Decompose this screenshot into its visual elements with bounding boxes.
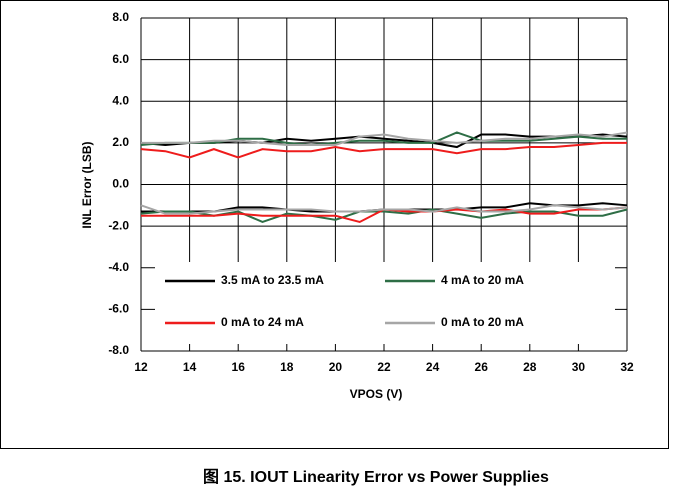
legend-box [155,262,615,344]
y-tick-label: 0.0 [112,177,129,191]
legend-label: 0 mA to 24 mA [221,315,304,329]
x-tick-label: 20 [329,360,343,374]
legend-label: 0 mA to 20 mA [441,315,524,329]
y-tick-label: -6.0 [108,302,129,316]
y-tick-label: 4.0 [112,93,129,107]
x-tick-label: 28 [523,360,537,374]
caption: 图 15. IOUT Linearity Error vs Power Supp… [203,468,549,486]
series-line [141,131,628,146]
frame [0,0,669,449]
series-line [140,204,628,215]
legend-label: 3.5 mA to 23.5 mA [221,273,324,287]
x-tick-label: 26 [475,360,489,374]
x-tick-label: 30 [572,360,586,374]
x-tick-label: 18 [280,360,294,374]
y-axis-label: INL Error (LSB) [80,141,94,228]
y-tick-label: -4.0 [108,260,129,274]
y-tick-label: 2.0 [112,135,129,149]
x-tick-label: 14 [183,360,197,374]
x-axis-label: VPOS (V) [350,387,403,401]
series-line [140,141,627,159]
x-tick-label: 16 [232,360,246,374]
legend-label: 4 mA to 20 mA [441,273,524,287]
x-tick-label: 32 [620,360,634,374]
x-tick-label: 12 [134,360,148,374]
y-tick-label: 8.0 [112,10,129,24]
y-tick-label: -2.0 [108,218,129,232]
y-tick-label: -8.0 [108,343,129,357]
x-tick-label: 24 [426,360,440,374]
y-tick-label: 6.0 [112,52,129,66]
x-tick-label: 22 [377,360,391,374]
